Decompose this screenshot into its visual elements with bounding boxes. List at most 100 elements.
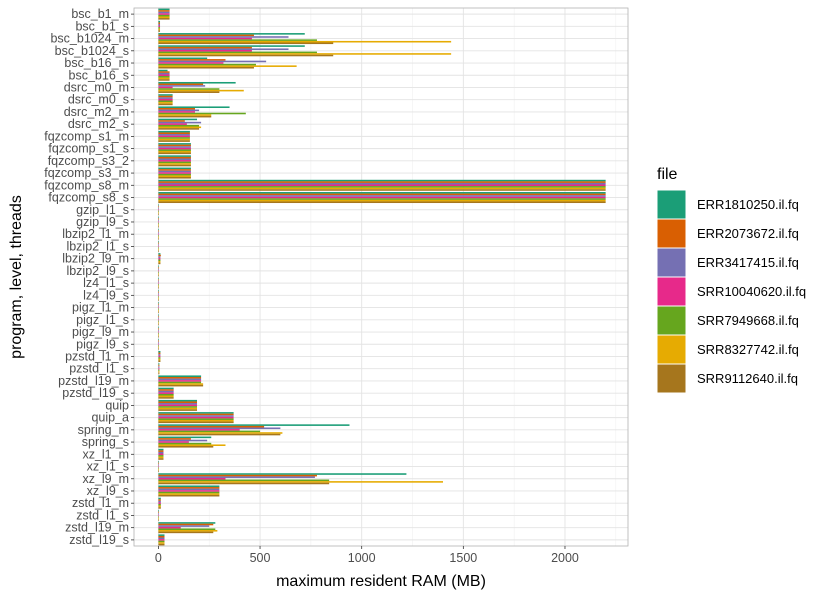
bar	[158, 476, 315, 478]
bar	[158, 25, 161, 28]
bar	[158, 173, 191, 176]
bar	[158, 199, 606, 202]
bar	[158, 354, 161, 356]
bar	[158, 332, 160, 335]
y-tick-label: xz_l1_s	[87, 460, 129, 474]
bar	[158, 57, 208, 60]
bar	[158, 140, 190, 142]
x-tick-label: 500	[250, 551, 271, 565]
bar	[158, 224, 159, 226]
bar	[158, 8, 170, 11]
bar	[158, 137, 190, 139]
y-tick-label: lz4_l1_s	[83, 276, 129, 290]
bar	[158, 95, 173, 98]
bar	[158, 126, 202, 129]
bar	[158, 65, 297, 67]
bar	[158, 108, 195, 110]
bar	[158, 381, 202, 384]
y-tick-label: lbzip2_l1_s	[66, 239, 129, 253]
bar	[158, 407, 198, 410]
bar	[158, 51, 317, 54]
bar	[158, 505, 161, 508]
bar	[158, 415, 234, 417]
bar	[158, 163, 191, 165]
bar	[158, 315, 159, 318]
bar	[158, 261, 161, 263]
bar	[158, 74, 170, 77]
bar	[158, 76, 170, 78]
y-tick-label: pigz_l9_m	[72, 325, 129, 339]
bar	[158, 59, 226, 61]
bar	[158, 134, 190, 136]
bar	[158, 187, 606, 190]
legend-label: SRR8327742.il.fq	[697, 342, 799, 357]
bar	[158, 91, 220, 93]
bar	[158, 79, 170, 81]
bar	[158, 360, 161, 362]
bar	[158, 474, 317, 477]
x-axis-title: maximum resident RAM (MB)	[276, 573, 486, 590]
bar	[158, 121, 202, 124]
bar	[158, 158, 191, 161]
bar	[158, 102, 173, 104]
legend-key	[656, 334, 687, 365]
bar	[158, 306, 160, 309]
y-tick-label: zstd_l19_m	[65, 521, 129, 535]
y-tick-label: bsc_b1024_s	[55, 44, 129, 58]
bar	[158, 371, 160, 373]
y-tick-label: lbzip2_l9_m	[62, 252, 129, 266]
bar	[158, 27, 161, 29]
bar	[158, 207, 159, 209]
bar	[158, 262, 161, 265]
bar	[158, 39, 317, 41]
bar	[158, 323, 159, 326]
bar	[158, 390, 174, 393]
bar	[158, 242, 159, 245]
bar	[158, 343, 159, 346]
bar	[158, 150, 191, 153]
bar	[158, 430, 261, 433]
bar	[158, 254, 161, 257]
bar	[158, 279, 159, 281]
bar	[158, 406, 198, 408]
bar	[158, 450, 164, 452]
bar	[158, 233, 160, 235]
bar	[158, 305, 160, 307]
bar	[158, 419, 234, 422]
bar	[158, 155, 191, 157]
bar	[158, 160, 191, 162]
bar	[158, 268, 160, 271]
y-tick-label: pzstd_l1_s	[69, 362, 129, 376]
bar	[158, 22, 161, 24]
bar	[158, 363, 160, 365]
bar	[158, 216, 159, 219]
y-tick-label: fqzcomp_s8_m	[44, 178, 129, 192]
bar	[158, 16, 170, 19]
bar	[158, 205, 159, 208]
bar	[158, 331, 160, 333]
bar	[158, 277, 159, 280]
bar	[158, 152, 191, 155]
bar	[158, 28, 161, 31]
y-tick-label: fqzcomp_s3_2	[48, 154, 129, 168]
y-tick-label: quip	[105, 398, 129, 412]
bar	[158, 94, 173, 96]
bar	[158, 482, 330, 485]
bar	[158, 341, 159, 344]
bar	[158, 66, 254, 69]
bar	[158, 302, 160, 304]
bar	[158, 467, 160, 469]
bar	[158, 186, 606, 188]
bar	[158, 54, 334, 57]
bar	[158, 10, 170, 12]
bar	[158, 438, 191, 440]
bar	[158, 98, 173, 101]
bar	[158, 128, 200, 130]
bar	[158, 448, 164, 451]
legend: ERR1810250.il.fq ERR2073672.il.fq ERR34174…	[656, 189, 806, 394]
legend-title: file	[657, 166, 678, 183]
x-tick-label: 1500	[449, 551, 477, 565]
bar	[158, 244, 159, 246]
bar	[158, 182, 606, 185]
legend-key	[656, 363, 687, 394]
